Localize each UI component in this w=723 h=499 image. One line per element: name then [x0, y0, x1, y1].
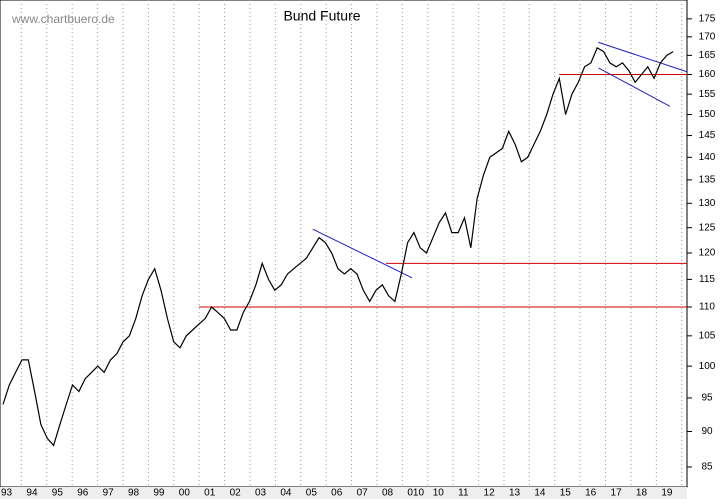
x-tick-label: 93 — [1, 488, 13, 499]
x-tick-label: 97 — [103, 488, 115, 499]
watermark: www.chartbuero.de — [11, 12, 115, 26]
y-tick-label: 140 — [699, 152, 716, 163]
y-tick-label: 115 — [699, 274, 715, 285]
x-tick-label: 010 — [407, 488, 424, 499]
y-tick-label: 160 — [699, 69, 716, 80]
x-tick-label: 16 — [585, 488, 597, 499]
x-tick-label: 01 — [204, 488, 216, 499]
x-tick-label: 99 — [153, 488, 165, 499]
x-tick-label: 06 — [331, 488, 343, 499]
y-tick-label: 145 — [699, 130, 716, 141]
x-tick-label: 95 — [52, 488, 64, 499]
y-tick-label: 105 — [699, 330, 716, 341]
annotation-line — [598, 67, 671, 107]
y-tick-label: 150 — [699, 109, 716, 120]
x-tick-label: 07 — [357, 488, 369, 499]
x-tick-label: 17 — [611, 488, 623, 499]
x-tick-label: 03 — [255, 488, 267, 499]
chart-title: Bund Future — [283, 8, 360, 24]
y-tick-label: 95 — [701, 393, 713, 404]
x-tick-label: 15 — [560, 488, 572, 499]
x-tick-label: 05 — [306, 488, 318, 499]
x-tick-label: 96 — [77, 488, 89, 499]
x-tick-label: 10 — [433, 488, 445, 499]
y-tick-label: 165 — [699, 50, 716, 61]
y-tick-label: 125 — [699, 222, 716, 233]
x-tick-label: 02 — [230, 488, 242, 499]
y-tick-label: 130 — [699, 198, 716, 209]
annotation-line — [312, 228, 413, 279]
y-tick-label: 120 — [699, 248, 716, 259]
y-tick-label: 100 — [699, 361, 716, 372]
plot-area — [0, 0, 688, 488]
y-tick-label: 90 — [701, 426, 713, 437]
y-tick-label: 110 — [699, 302, 715, 313]
x-tick-label: 08 — [382, 488, 394, 499]
x-tick-label: 19 — [661, 488, 673, 499]
y-tick-label: 85 — [701, 462, 713, 473]
y-tick-label: 170 — [699, 31, 716, 42]
x-tick-label: 14 — [534, 488, 546, 499]
y-tick-label: 135 — [699, 175, 716, 186]
x-tick-label: 11 — [458, 488, 469, 499]
x-tick-label: 98 — [128, 488, 140, 499]
y-tick-label: 175 — [699, 13, 716, 24]
x-tick-label: 12 — [484, 488, 496, 499]
annotation-line — [598, 41, 688, 73]
x-tick-label: 00 — [179, 488, 191, 499]
x-tick-label: 13 — [509, 488, 521, 499]
y-tick-label: 155 — [699, 89, 716, 100]
x-tick-label: 04 — [280, 488, 292, 499]
x-axis-strip — [0, 487, 687, 499]
price-line — [2, 47, 674, 447]
x-tick-label: 94 — [26, 488, 38, 499]
x-tick-label: 18 — [636, 488, 648, 499]
